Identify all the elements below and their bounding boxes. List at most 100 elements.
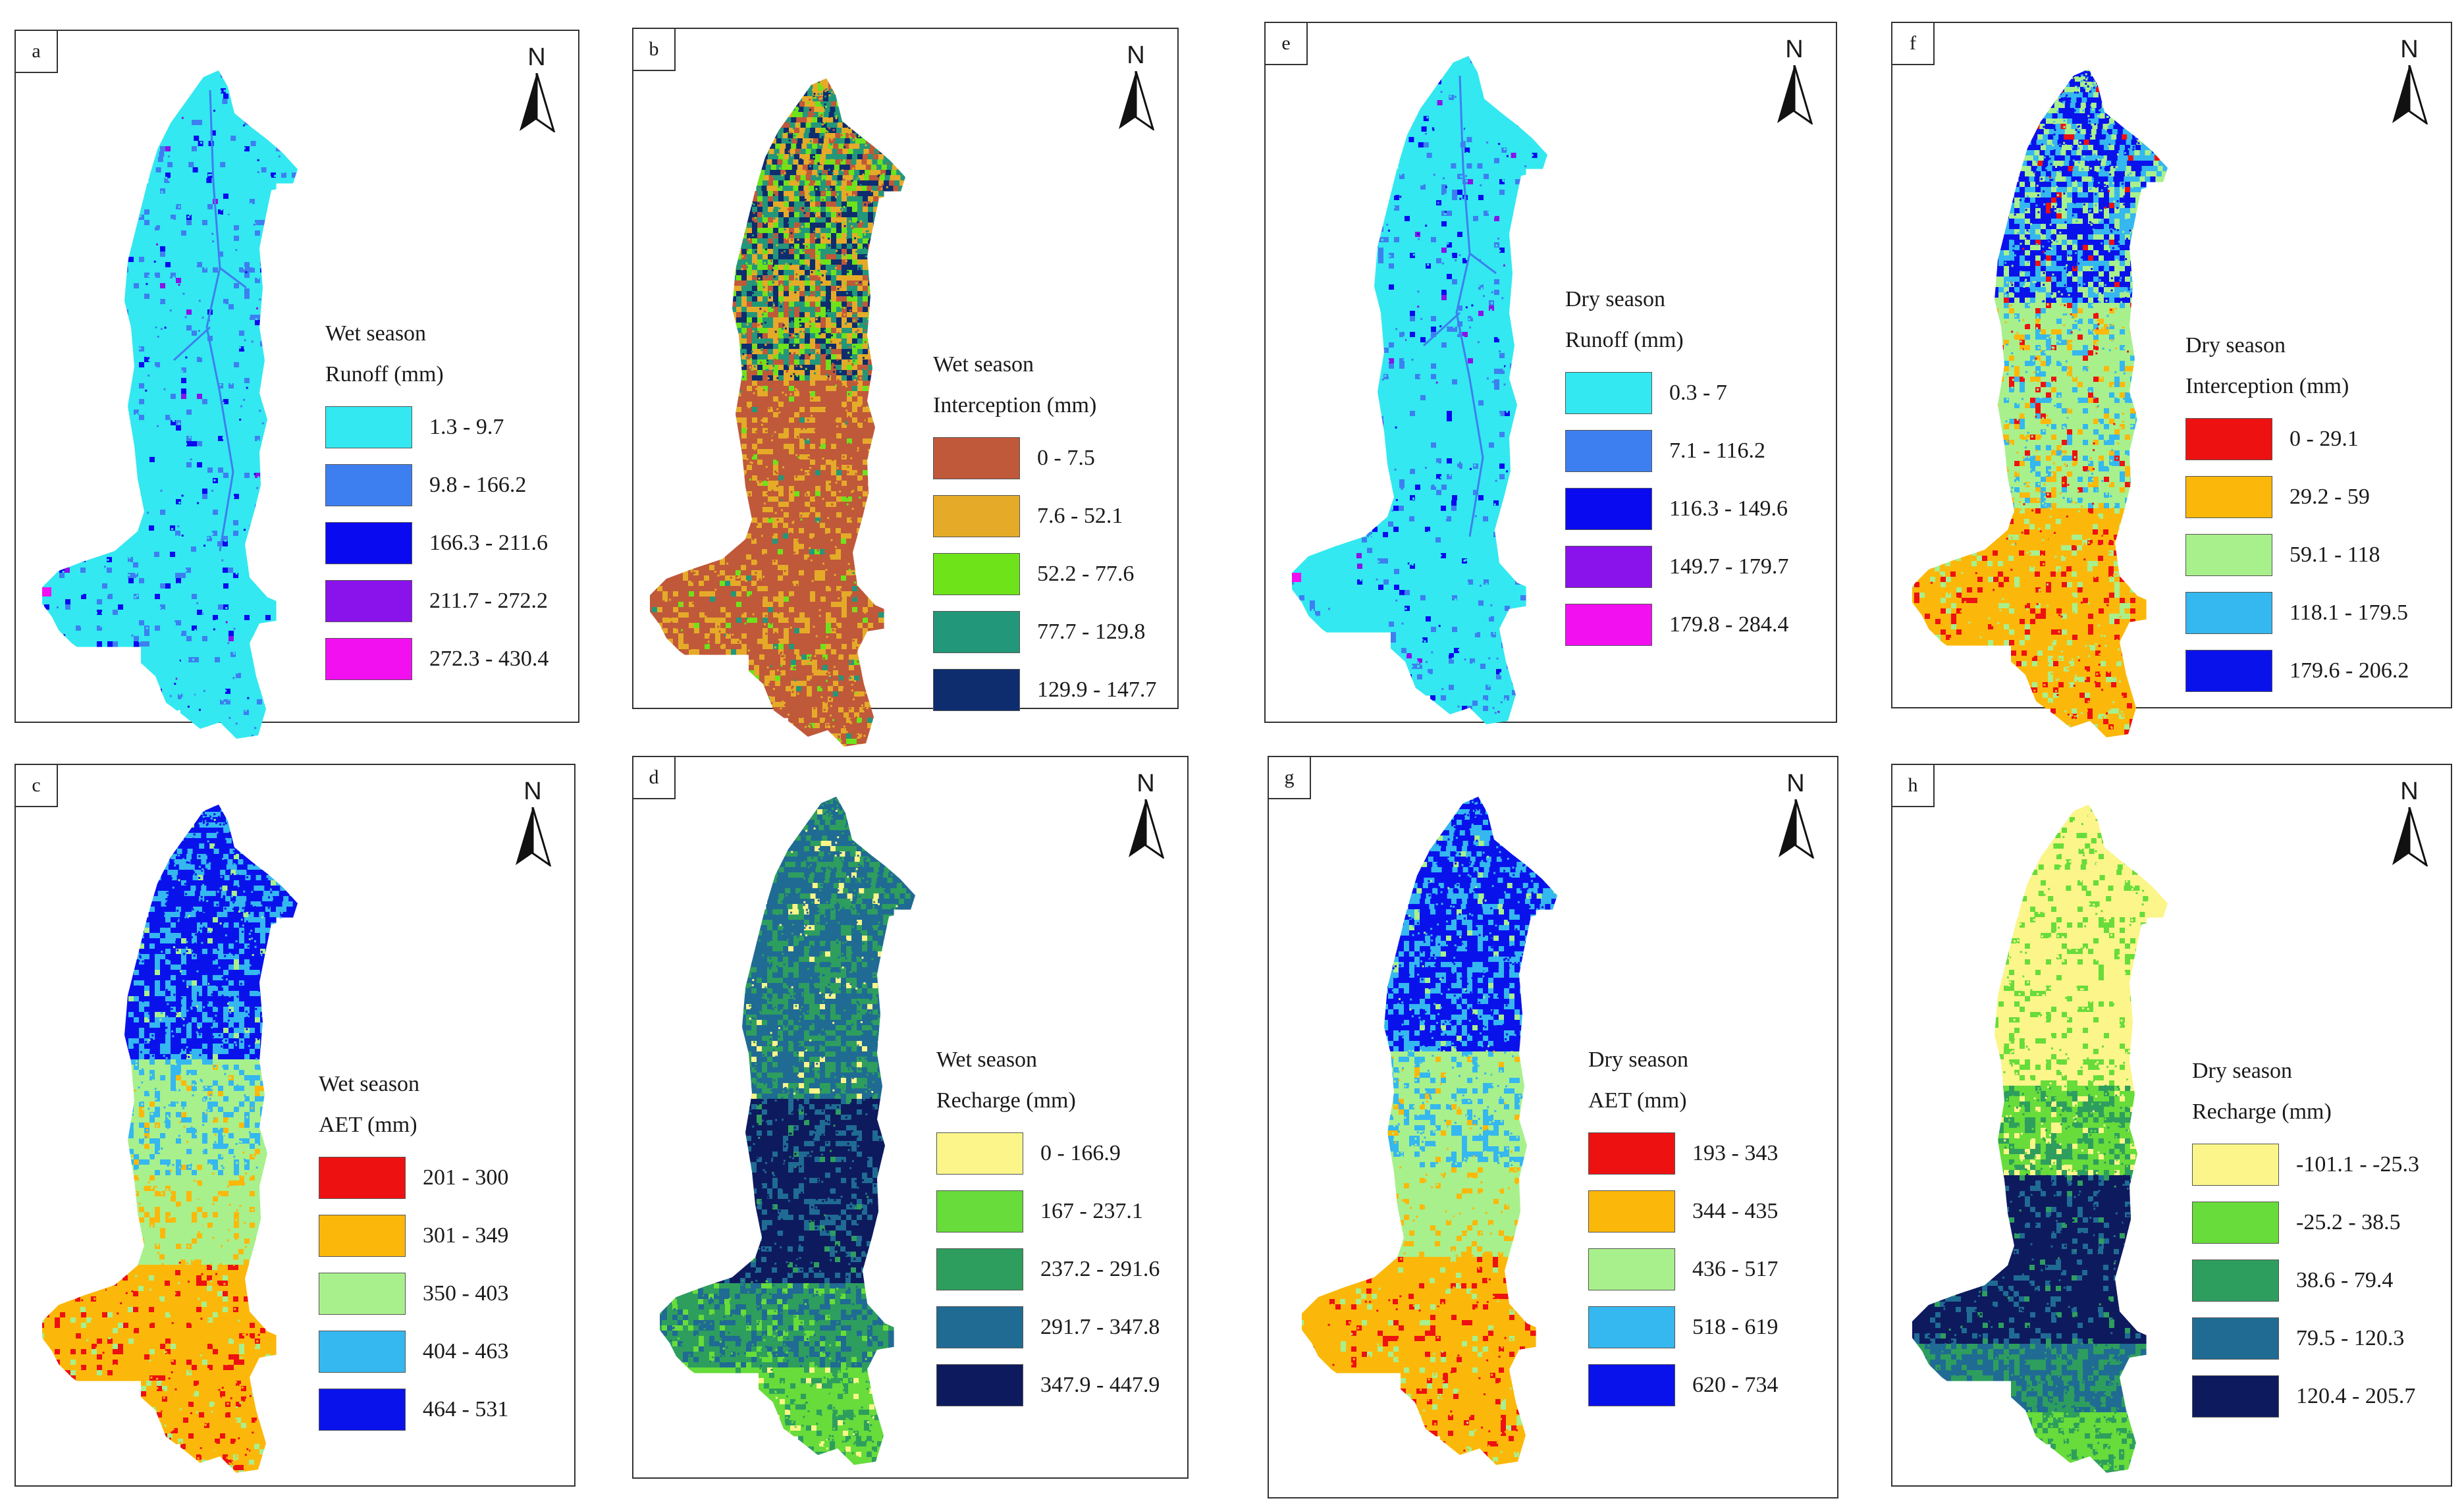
raster-cell (144, 583, 150, 589)
raster-cell (265, 594, 271, 600)
raster-cell (250, 404, 255, 410)
raster-cell (173, 699, 178, 705)
raster-cell (234, 325, 240, 331)
raster-speckle (102, 539, 105, 541)
raster-cell (239, 452, 245, 458)
raster-cell (118, 420, 124, 426)
raster-cell (254, 715, 260, 721)
raster-cell (207, 636, 213, 642)
raster-cell (202, 399, 208, 405)
raster-speckle (95, 612, 97, 614)
raster-speckle (222, 174, 225, 176)
raster-cell (186, 320, 192, 326)
raster-cell (250, 425, 255, 431)
raster-cell (122, 573, 128, 579)
raster-speckle (232, 667, 234, 670)
raster-cell (128, 499, 134, 505)
raster-cell (134, 489, 140, 494)
raster-speckle (279, 134, 281, 137)
raster-cell (205, 130, 211, 136)
raster-cell (223, 93, 229, 99)
raster-speckle (198, 672, 200, 675)
raster-speckle (210, 386, 213, 389)
raster-cell (149, 420, 155, 426)
raster-cell (186, 568, 192, 573)
raster-speckle (163, 532, 165, 534)
raster-cell (118, 209, 124, 215)
raster-speckle (259, 298, 261, 301)
raster-cell (215, 683, 221, 689)
raster-cell (123, 594, 129, 600)
raster-cell (81, 620, 87, 626)
raster-speckle (173, 276, 175, 278)
raster-cell (128, 467, 134, 473)
raster-cell (241, 668, 247, 674)
raster-cell (246, 673, 252, 679)
raster-cell (118, 373, 124, 379)
raster-cell (207, 394, 213, 400)
raster-cell (146, 683, 152, 689)
raster-cell (213, 615, 219, 621)
raster-speckle (215, 323, 218, 326)
raster-speckle (221, 71, 224, 74)
raster-cell (128, 262, 134, 268)
raster-cell (123, 415, 129, 421)
raster-cell (160, 357, 166, 363)
raster-speckle (205, 346, 207, 348)
raster-cell (244, 273, 250, 278)
raster-cell (134, 283, 140, 289)
raster-cell (246, 662, 252, 668)
raster-cell (250, 483, 255, 489)
raster-cell (197, 610, 203, 616)
raster-cell (86, 620, 92, 626)
raster-cell (284, 104, 290, 110)
raster-speckle (238, 343, 240, 346)
raster-cell (234, 510, 240, 516)
raster-cell (128, 541, 134, 547)
raster-cell (118, 294, 124, 300)
raster-cell (60, 615, 66, 621)
raster-cell (260, 93, 266, 99)
raster-cell (244, 431, 250, 437)
raster-cell (186, 457, 192, 463)
raster-cell (239, 172, 245, 178)
raster-cell (255, 610, 261, 616)
raster-speckle (223, 530, 226, 533)
raster-cell (186, 336, 192, 342)
raster-cell (250, 246, 255, 252)
raster-cell (161, 167, 167, 173)
raster-cell (161, 141, 167, 147)
raster-cell (218, 420, 224, 426)
raster-cell (157, 668, 163, 674)
raster-speckle (248, 681, 251, 683)
raster-speckle (213, 499, 215, 502)
raster-cell (255, 410, 261, 415)
raster-cell (271, 373, 277, 379)
raster-cell (252, 678, 257, 684)
raster-cell (249, 731, 255, 737)
raster-cell (265, 636, 271, 642)
raster-cell (223, 209, 229, 215)
raster-cell (185, 99, 191, 105)
raster-cell (212, 562, 218, 568)
raster-cell (176, 399, 182, 405)
raster-speckle (219, 441, 221, 444)
raster-cell (181, 415, 187, 421)
raster-speckle (213, 71, 215, 74)
raster-speckle (178, 205, 180, 208)
raster-cell (271, 478, 277, 484)
raster-cell (134, 436, 140, 442)
raster-cell (144, 378, 150, 384)
raster-cell (65, 641, 71, 647)
raster-speckle (74, 637, 77, 639)
raster-cell (221, 104, 227, 110)
raster-cell (255, 262, 261, 268)
raster-cell (86, 631, 92, 637)
raster-cell (239, 225, 245, 231)
raster-cell (191, 720, 197, 726)
raster-cell (255, 183, 261, 189)
raster-cell (192, 331, 198, 336)
raster-cell (144, 562, 149, 568)
raster-cell (267, 694, 273, 700)
raster-cell (236, 662, 242, 668)
